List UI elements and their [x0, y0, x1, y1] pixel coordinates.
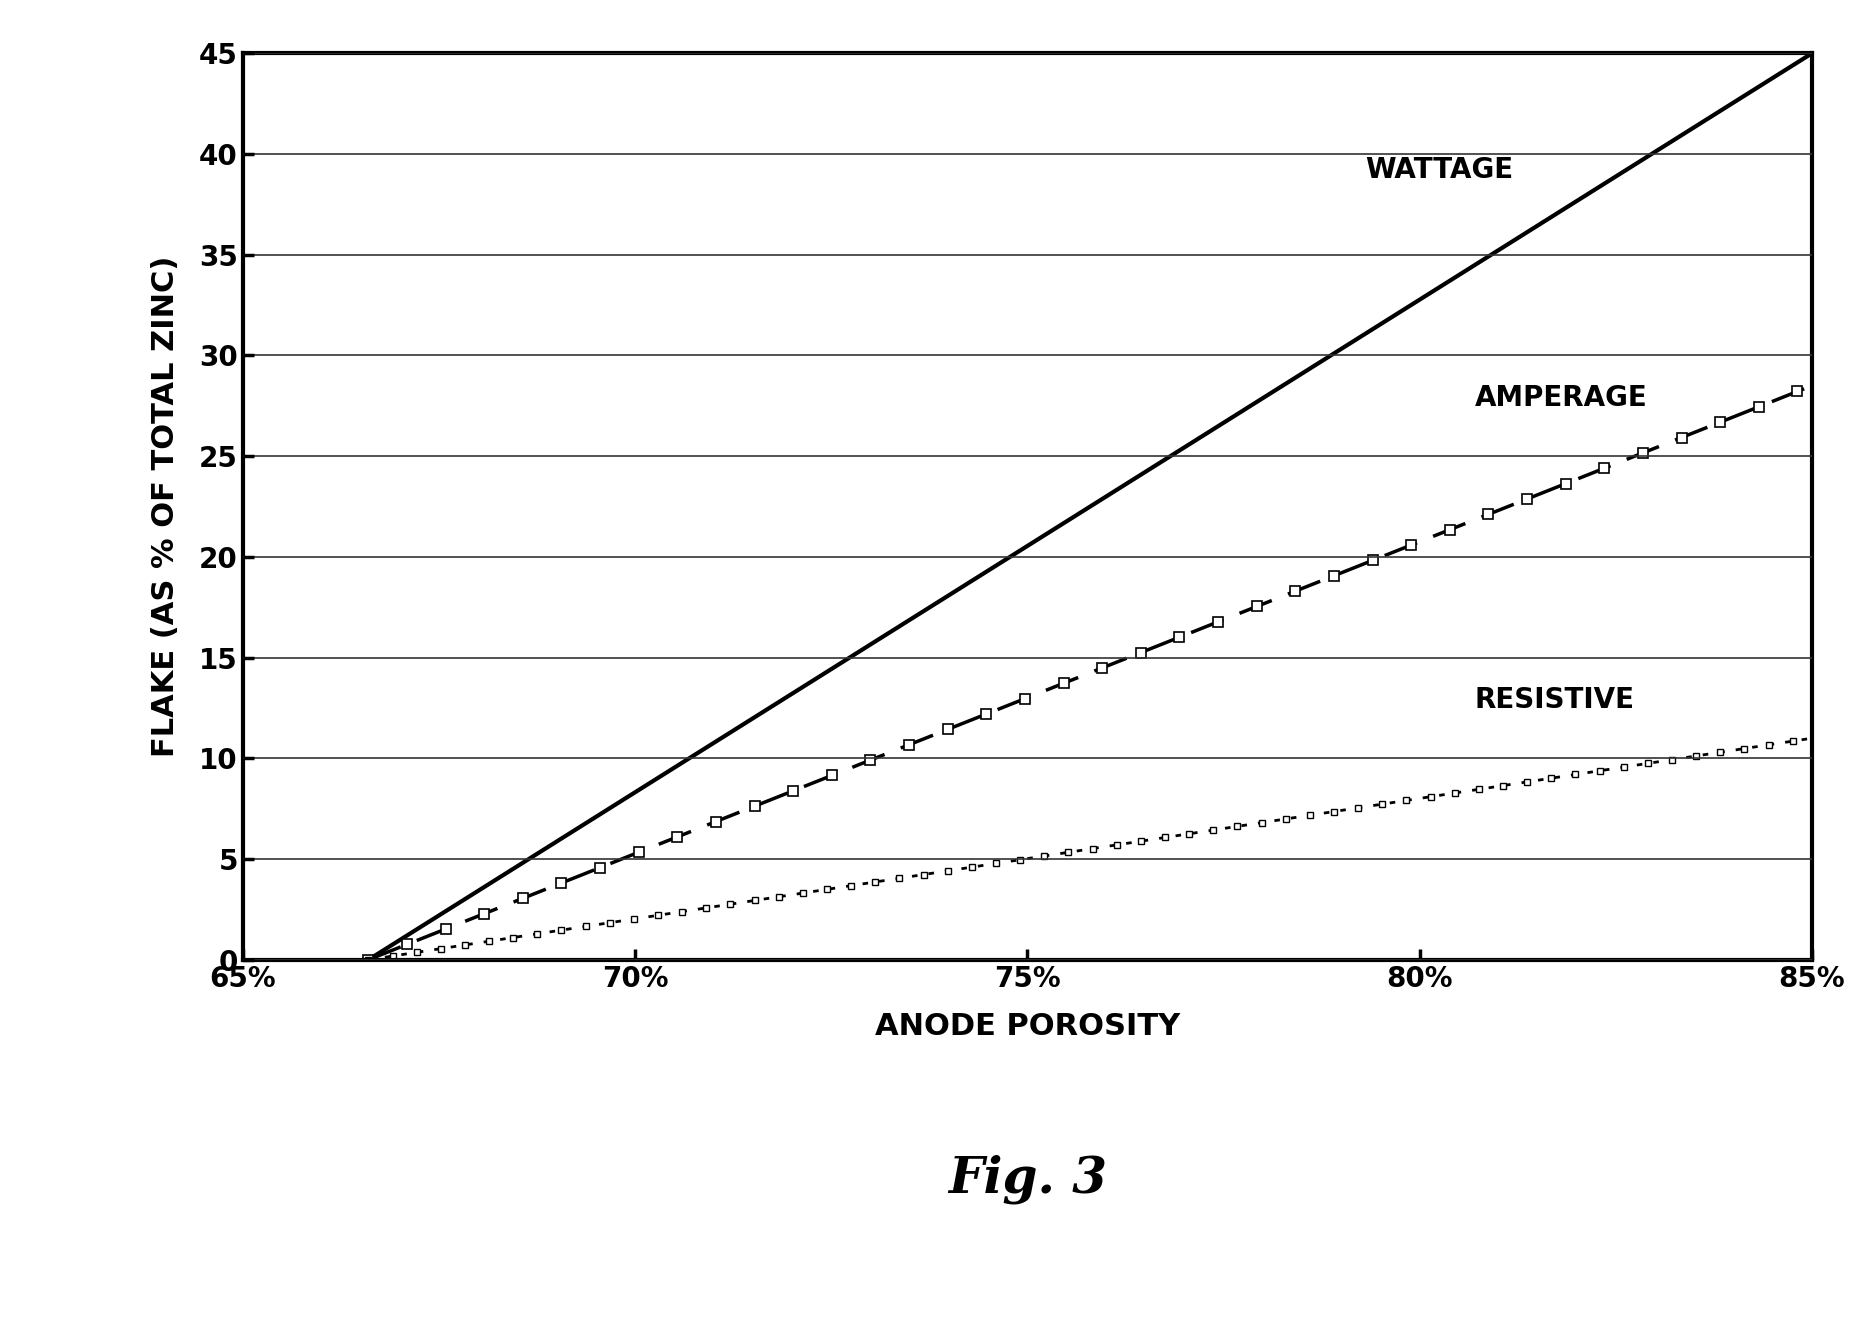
- X-axis label: ANODE POROSITY: ANODE POROSITY: [874, 1012, 1181, 1041]
- Text: WATTAGE: WATTAGE: [1366, 156, 1513, 184]
- Text: RESISTIVE: RESISTIVE: [1474, 686, 1634, 714]
- Text: Fig. 3: Fig. 3: [947, 1154, 1108, 1205]
- Text: AMPERAGE: AMPERAGE: [1474, 384, 1648, 412]
- Y-axis label: FLAKE (AS % OF TOTAL ZINC): FLAKE (AS % OF TOTAL ZINC): [151, 256, 179, 757]
